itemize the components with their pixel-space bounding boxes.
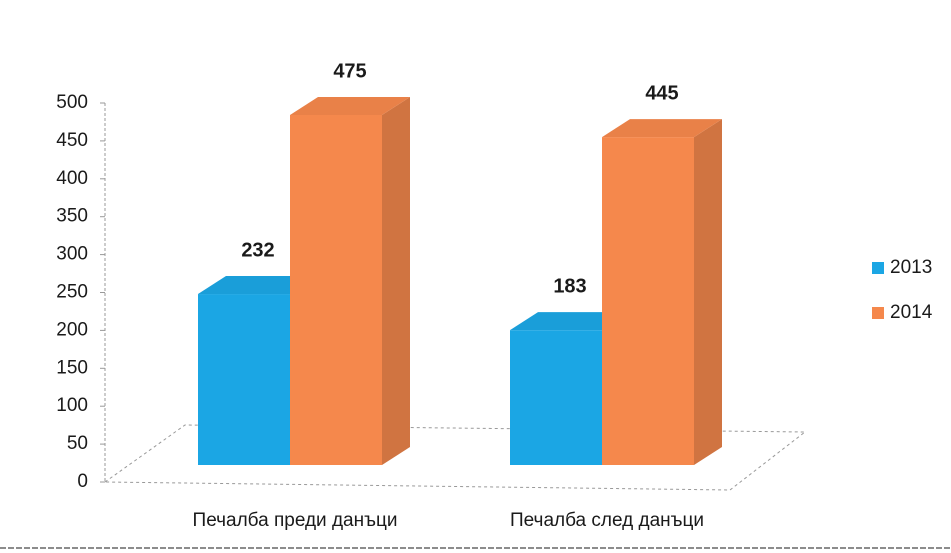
legend-swatch	[872, 262, 884, 274]
value-label: 232	[241, 239, 274, 261]
y-tick-label: 200	[56, 319, 88, 340]
value-label: 183	[553, 275, 586, 297]
y-tick-label: 100	[56, 395, 88, 416]
bar-front	[198, 294, 290, 465]
value-label: 445	[645, 82, 678, 104]
bar-side	[694, 119, 722, 466]
legend-label: 2014	[890, 302, 933, 323]
x-tick-label: Печалба преди данъци	[193, 510, 398, 531]
bar-front	[510, 330, 602, 465]
bar-front	[602, 137, 694, 465]
bar	[290, 97, 410, 465]
y-tick-label: 0	[77, 471, 88, 492]
y-tick-label: 300	[56, 244, 88, 265]
y-tick-label: 50	[67, 433, 88, 454]
bar-side	[382, 97, 410, 465]
x-tick-label: Печалба след данъци	[510, 510, 704, 531]
bar-top	[290, 97, 410, 115]
y-tick-label: 150	[56, 357, 88, 378]
value-label: 475	[333, 60, 366, 82]
y-tick-label: 400	[56, 168, 88, 189]
bar-front	[290, 115, 382, 465]
legend-label: 2013	[890, 257, 932, 278]
bar-top	[510, 312, 630, 331]
y-tick-label: 250	[56, 282, 88, 303]
legend-swatch	[872, 307, 884, 319]
bar	[602, 119, 722, 466]
bar-top	[602, 119, 722, 138]
y-tick-label: 500	[56, 92, 88, 113]
y-tick-label: 350	[56, 206, 88, 227]
floor	[104, 424, 807, 491]
bar-top	[198, 276, 318, 295]
y-tick-label: 450	[56, 130, 88, 151]
